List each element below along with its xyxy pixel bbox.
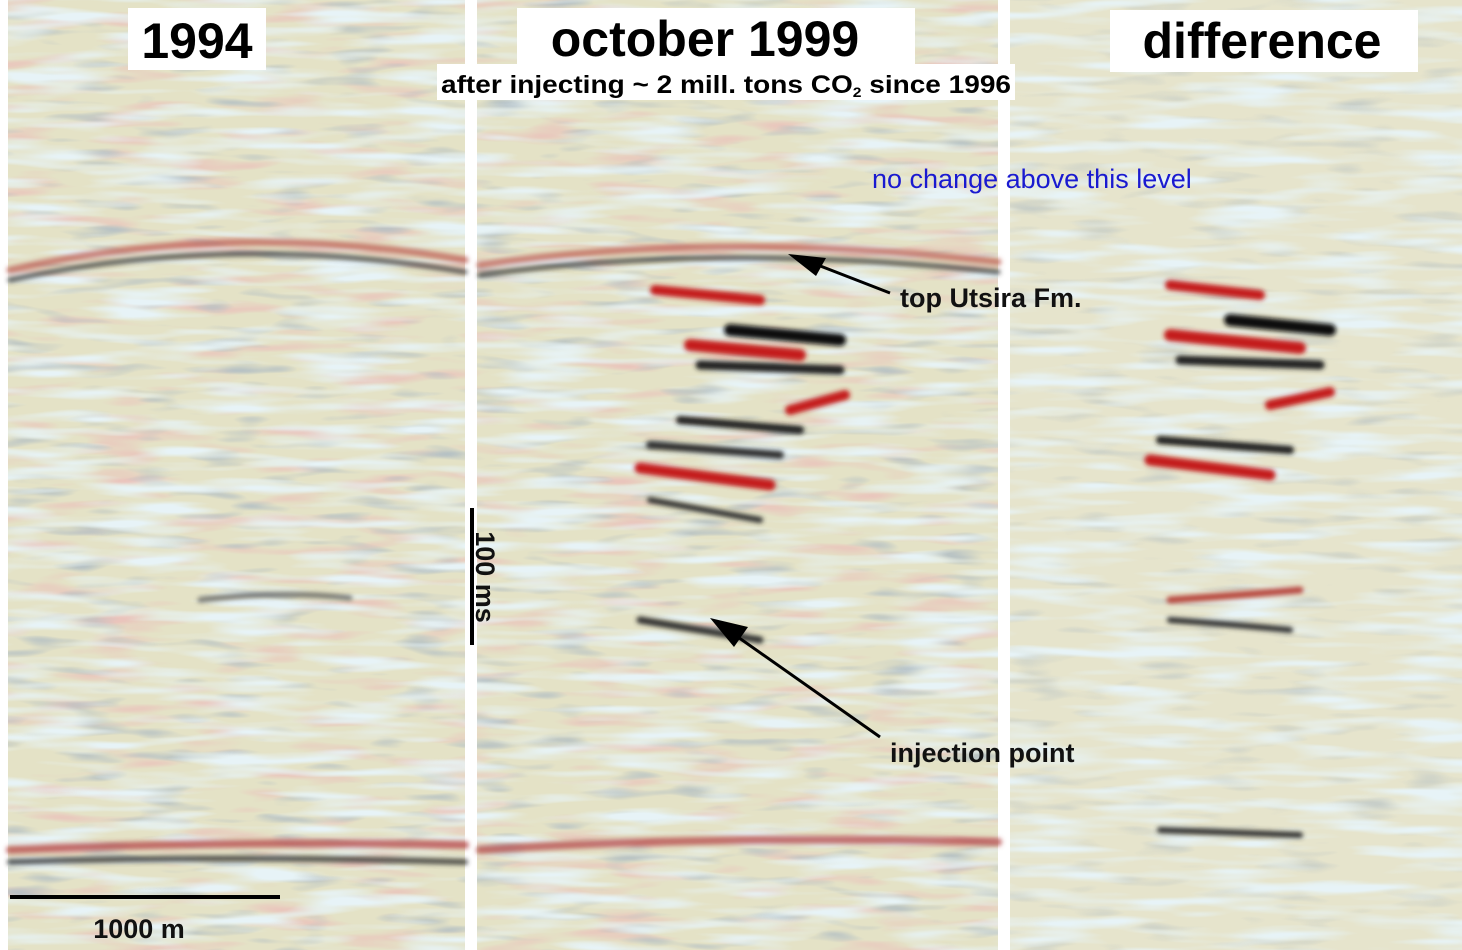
annotation: injection point <box>890 738 1074 768</box>
annotation: top Utsira Fm. <box>900 283 1082 313</box>
scale-label: 100 ms <box>470 531 500 623</box>
panel-1999 <box>477 0 998 950</box>
panel-title: 1994 <box>141 13 252 69</box>
panel-title: difference <box>1143 13 1382 69</box>
scale-label: 1000 m <box>93 914 185 944</box>
annotation: no change above this level <box>872 164 1192 194</box>
panel-title: october 1999 <box>551 11 859 67</box>
panel-1994 <box>8 0 465 950</box>
panel-difference <box>1010 0 1462 950</box>
figure: 1994 october 1999 after injecting ~ 2 mi… <box>0 0 1462 950</box>
